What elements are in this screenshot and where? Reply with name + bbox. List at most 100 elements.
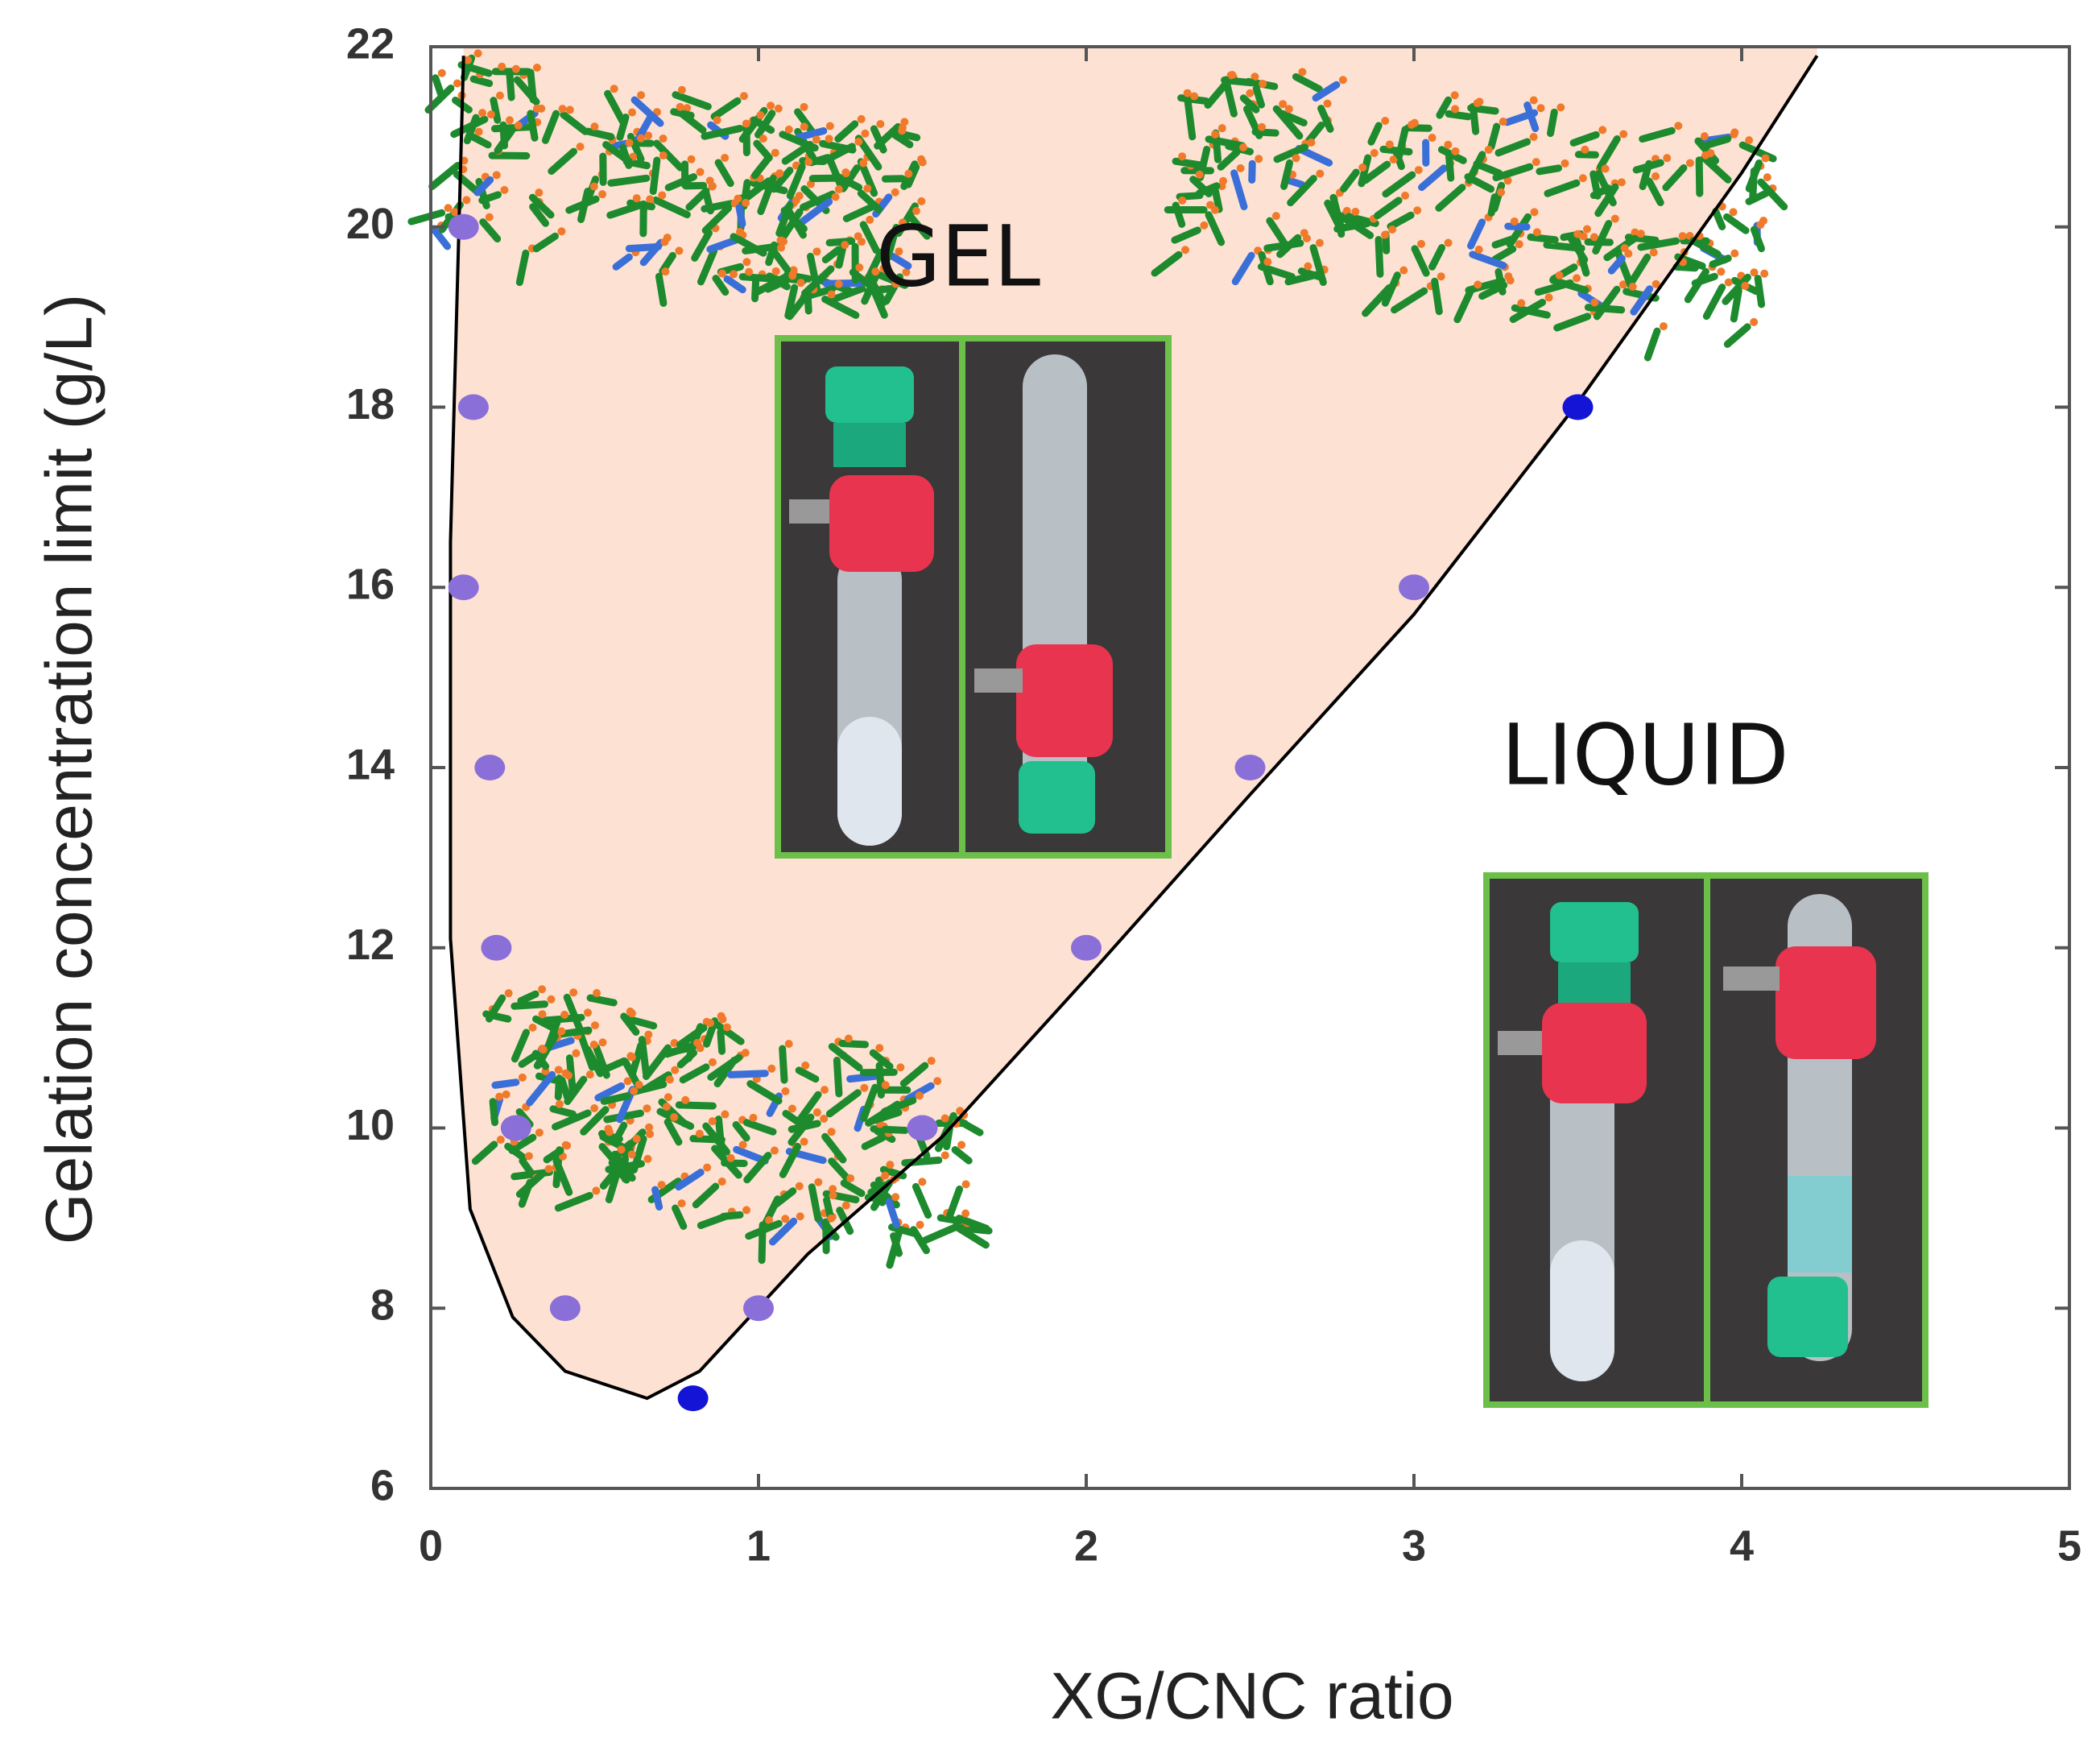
polymer-strand — [721, 1159, 748, 1168]
polymer-strand — [786, 290, 811, 321]
polymer-strand — [1630, 285, 1654, 316]
polymer-strand — [771, 248, 792, 274]
polymer-bead — [1239, 143, 1248, 151]
polymer-bead — [1729, 208, 1738, 217]
polymer-bead — [854, 137, 863, 146]
polymer-bead — [1292, 154, 1300, 163]
polymer-strand — [750, 116, 775, 135]
polymer-strand — [685, 187, 710, 211]
polymer-strand — [1695, 156, 1704, 197]
polymer-bead — [896, 1063, 905, 1072]
polymer-bead — [1183, 89, 1192, 97]
polymer-strand — [1549, 276, 1589, 294]
y-tick-label: 16 — [346, 561, 395, 609]
x-tick-label: 1 — [746, 1521, 771, 1570]
polymer-strand — [723, 275, 746, 294]
polymer-bead — [866, 215, 874, 224]
polymer-bead — [1530, 208, 1539, 217]
polymer-bead — [1444, 238, 1453, 247]
polymer-bead — [871, 267, 880, 276]
polymer-bead — [677, 85, 686, 94]
polymer-strand — [1172, 157, 1205, 169]
polymer-bead — [665, 1075, 674, 1084]
polymer-bead — [675, 246, 684, 255]
polymer-bead — [703, 1163, 712, 1172]
polymer-bead — [1561, 159, 1569, 168]
polymer-bead — [801, 1061, 810, 1070]
polymer-bead — [592, 1186, 601, 1195]
polymer-bead — [918, 1178, 927, 1186]
polymer-bead — [742, 119, 750, 128]
polymer-bead — [1473, 99, 1482, 108]
polymer-bead — [659, 151, 668, 160]
polymer-strand — [1547, 108, 1558, 138]
polymer-strand — [864, 284, 893, 296]
polymer-bead — [1263, 258, 1272, 267]
polymer-bead — [1515, 240, 1523, 249]
polymer-bead — [561, 1069, 570, 1078]
polymer-strand — [861, 1134, 886, 1150]
y-tick-label: 20 — [346, 200, 395, 248]
polymer-strand — [1492, 163, 1534, 182]
polymer-bead — [444, 204, 453, 213]
polymer-strand — [707, 1053, 743, 1081]
polymer-bead — [765, 1215, 774, 1224]
polymer-strand — [651, 1186, 663, 1211]
polymer-bead — [500, 185, 509, 194]
polymer-bead — [502, 1090, 511, 1099]
polymer-strand — [1467, 104, 1499, 115]
polymer-bead — [1195, 170, 1204, 179]
polymer-strand — [834, 120, 859, 143]
polymer-bead — [1358, 163, 1367, 172]
polymer-bead — [742, 258, 751, 267]
polymer-bead — [687, 155, 696, 163]
polymer-strand — [951, 1146, 973, 1165]
polymer-bead — [915, 1091, 924, 1100]
polymer-bead — [841, 1201, 850, 1210]
polymer-bead — [749, 1113, 758, 1122]
polymer-bead — [1499, 118, 1507, 126]
polymer-bead — [861, 129, 870, 138]
polymer-bead — [569, 988, 578, 997]
polymer-strand — [526, 1070, 556, 1107]
polymer-bead — [738, 1140, 747, 1149]
polymer-bead — [804, 158, 813, 167]
polymer-strand — [506, 70, 515, 101]
polymer-bead — [800, 1137, 808, 1146]
polymer-bead — [736, 227, 745, 236]
polymer-bead — [827, 1128, 836, 1136]
polymer-strand — [676, 1049, 698, 1069]
polymer-bead — [535, 1128, 544, 1137]
polymer-strand — [691, 229, 713, 262]
polymer-strand — [746, 1080, 783, 1105]
polymer-bead — [1444, 140, 1453, 149]
polymer-strand — [490, 97, 502, 124]
polymer-strand — [1381, 271, 1401, 307]
polymer-strand — [1367, 122, 1383, 146]
polymer-bead — [854, 232, 862, 241]
polymer-bead — [961, 1180, 970, 1189]
polymer-strand — [586, 994, 618, 1007]
polymer-bead — [663, 1093, 672, 1102]
polymer-strand — [712, 275, 730, 296]
polymer-bead — [781, 1087, 790, 1095]
data-point — [1071, 934, 1102, 961]
polymer-strand — [1754, 275, 1766, 308]
polymer-bead — [535, 188, 544, 197]
polymer-strand — [1292, 72, 1323, 93]
polymer-bead — [661, 267, 670, 276]
polymer-strand — [471, 1140, 498, 1165]
polymer-strand — [670, 108, 695, 119]
polymer-bead — [841, 241, 850, 250]
polymer-strand — [857, 189, 883, 213]
polymer-strand — [1387, 211, 1415, 230]
polymer-bead — [1414, 166, 1423, 175]
polymer-strand — [795, 1066, 820, 1083]
polymer-bead — [788, 271, 797, 280]
polymer-strand — [527, 110, 539, 142]
polymer-strand — [489, 1098, 499, 1127]
polymer-strand — [563, 993, 584, 1033]
polymer-bead — [795, 1182, 804, 1190]
polymer-bead — [1685, 159, 1694, 168]
